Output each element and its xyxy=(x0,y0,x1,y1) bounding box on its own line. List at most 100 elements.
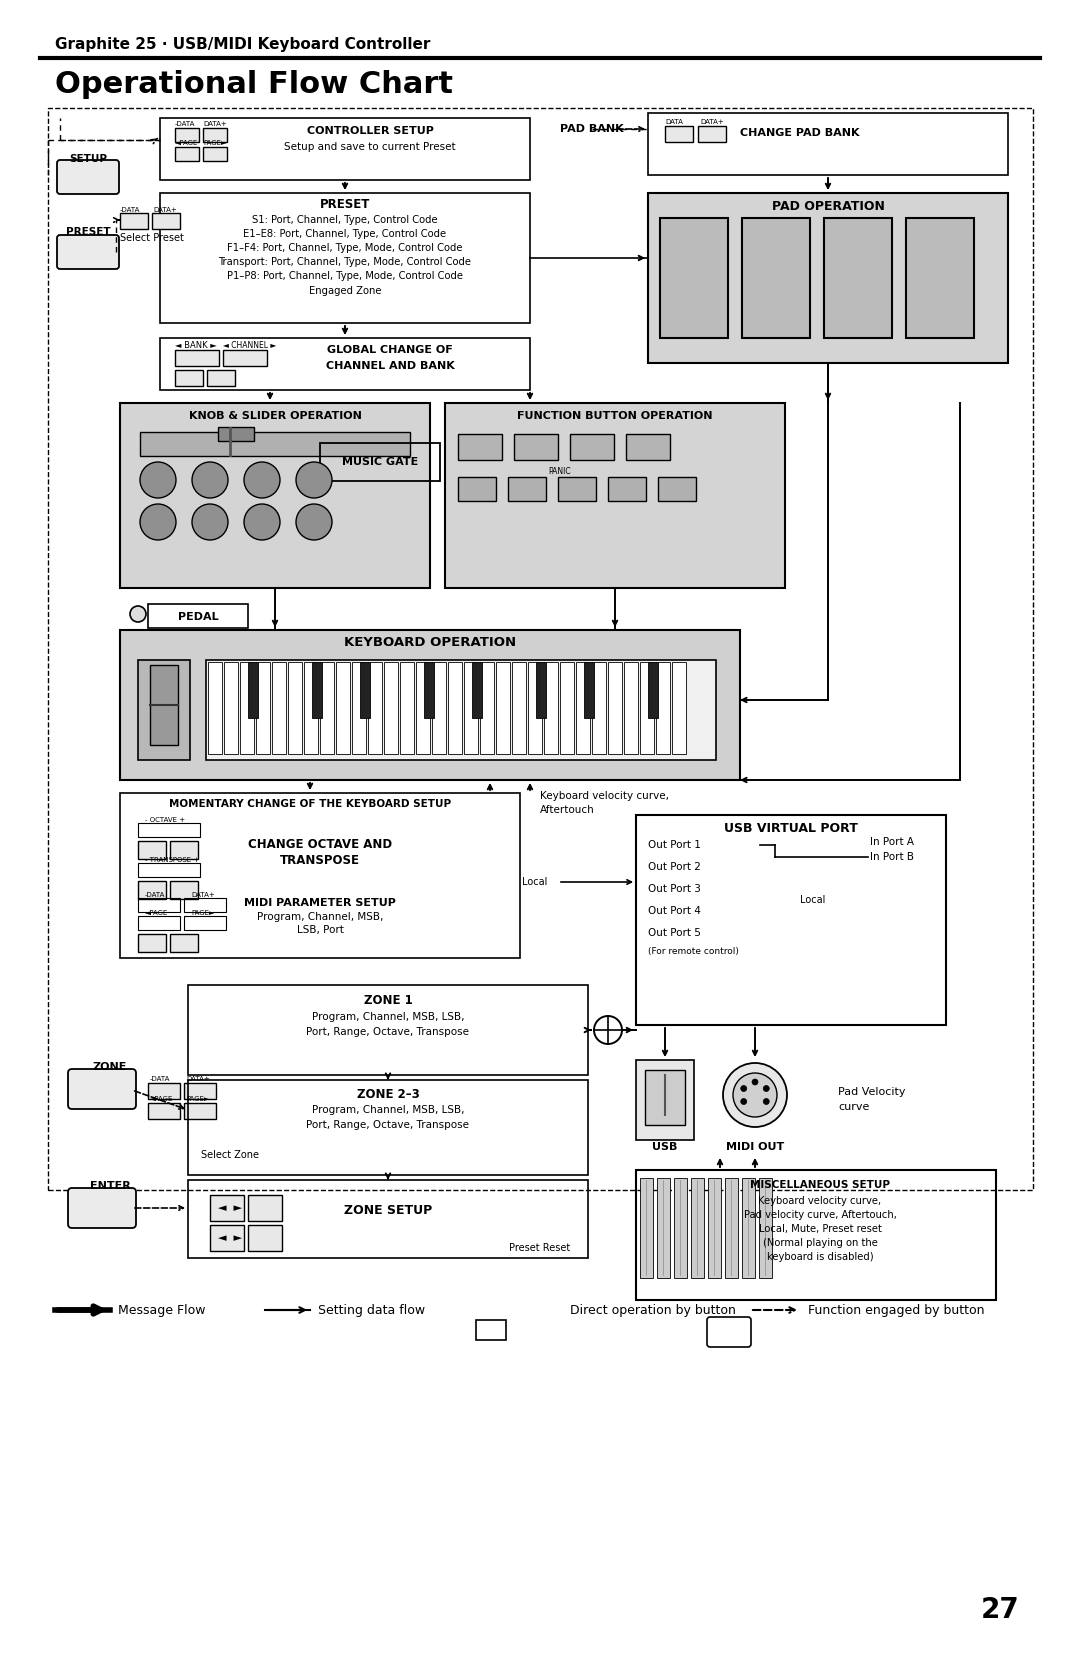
Text: PRESET: PRESET xyxy=(320,197,370,210)
Bar xyxy=(175,129,199,142)
Text: ◄ CHANNEL ►: ◄ CHANNEL ► xyxy=(222,342,276,350)
Bar xyxy=(480,663,494,754)
Text: Pad velocity curve, Aftertouch,: Pad velocity curve, Aftertouch, xyxy=(743,1210,896,1220)
Text: PAGE►: PAGE► xyxy=(191,910,214,916)
Bar xyxy=(288,663,302,754)
Bar xyxy=(320,442,440,481)
Bar xyxy=(476,1320,507,1340)
Text: Out Port 3: Out Port 3 xyxy=(648,885,701,895)
Text: Operational Flow Chart: Operational Flow Chart xyxy=(55,70,453,100)
Bar xyxy=(432,663,446,754)
Bar xyxy=(648,194,1008,362)
Text: Program, Channel, MSB, LSB,: Program, Channel, MSB, LSB, xyxy=(312,1105,464,1115)
FancyBboxPatch shape xyxy=(68,1188,136,1228)
Bar xyxy=(674,1178,687,1278)
Text: ZONE 2–3: ZONE 2–3 xyxy=(356,1088,419,1100)
Bar xyxy=(458,434,502,461)
Bar xyxy=(320,663,334,754)
Bar xyxy=(188,1180,588,1258)
Circle shape xyxy=(192,462,228,497)
Bar xyxy=(138,841,166,860)
Text: P1–P8: Port, Channel, Type, Mode, Control Code: P1–P8: Port, Channel, Type, Mode, Contro… xyxy=(227,270,463,280)
Bar xyxy=(608,663,622,754)
Text: ZONE 1: ZONE 1 xyxy=(364,993,413,1006)
Text: USB: USB xyxy=(652,1142,677,1152)
Circle shape xyxy=(244,504,280,541)
Bar xyxy=(222,350,267,366)
Bar xyxy=(120,793,519,958)
Bar xyxy=(608,477,646,501)
Bar xyxy=(508,477,546,501)
Text: KNOB & SLIDER OPERATION: KNOB & SLIDER OPERATION xyxy=(189,411,362,421)
Bar xyxy=(665,125,693,142)
Bar xyxy=(658,477,696,501)
Bar xyxy=(725,1178,738,1278)
Bar xyxy=(445,402,785,587)
Text: MIDI OUT: MIDI OUT xyxy=(726,1142,784,1152)
Bar xyxy=(138,916,180,930)
Text: keyboard is disabled): keyboard is disabled) xyxy=(767,1252,874,1262)
Text: ◄ BANK ►: ◄ BANK ► xyxy=(175,342,217,350)
Text: ZONE SETUP: ZONE SETUP xyxy=(343,1203,432,1217)
Circle shape xyxy=(733,1073,777,1117)
Text: DATA+: DATA+ xyxy=(700,118,724,125)
Bar xyxy=(170,881,198,900)
Bar xyxy=(691,1178,704,1278)
Text: (Normal playing on the: (Normal playing on the xyxy=(762,1238,877,1248)
Bar xyxy=(160,118,530,180)
Bar xyxy=(138,863,200,876)
Text: curve: curve xyxy=(838,1102,869,1112)
Text: DATA+: DATA+ xyxy=(191,891,215,898)
Text: Out Port 2: Out Port 2 xyxy=(648,861,701,871)
Bar xyxy=(138,898,180,911)
Bar xyxy=(184,1103,216,1118)
Text: Setting data flow: Setting data flow xyxy=(318,1303,426,1317)
Bar xyxy=(656,663,670,754)
Text: LSB, Port: LSB, Port xyxy=(297,925,343,935)
Bar xyxy=(152,214,180,229)
Bar xyxy=(570,434,615,461)
Bar xyxy=(759,1178,772,1278)
Bar xyxy=(906,219,974,339)
Bar xyxy=(160,339,530,391)
Circle shape xyxy=(296,462,332,497)
Bar xyxy=(458,477,496,501)
Text: PRESET: PRESET xyxy=(66,227,110,237)
Bar xyxy=(188,985,588,1075)
Circle shape xyxy=(140,462,176,497)
Text: Setup and save to current Preset: Setup and save to current Preset xyxy=(284,142,456,152)
Bar xyxy=(636,814,946,1025)
Bar xyxy=(648,113,1008,175)
Bar xyxy=(657,1178,670,1278)
Text: Keyboard velocity curve,: Keyboard velocity curve, xyxy=(758,1197,881,1207)
Bar xyxy=(148,1083,180,1098)
Text: USB VIRTUAL PORT: USB VIRTUAL PORT xyxy=(724,821,858,834)
Text: Message Flow: Message Flow xyxy=(118,1303,205,1317)
Text: SETUP: SETUP xyxy=(69,154,107,164)
Bar xyxy=(140,432,410,456)
Circle shape xyxy=(140,504,176,541)
Bar xyxy=(448,663,462,754)
Circle shape xyxy=(752,1078,758,1085)
Bar xyxy=(248,1225,282,1252)
Bar xyxy=(636,1060,694,1140)
Bar xyxy=(536,663,546,718)
Bar xyxy=(210,1195,244,1222)
Bar xyxy=(120,629,740,779)
Text: DATA+: DATA+ xyxy=(186,1077,210,1082)
Bar xyxy=(592,663,606,754)
Circle shape xyxy=(244,462,280,497)
Bar xyxy=(148,604,248,628)
Bar xyxy=(175,147,199,160)
Text: ◄PAGE: ◄PAGE xyxy=(150,1097,174,1102)
Text: ENTER: ENTER xyxy=(90,1182,131,1192)
Text: Local, Mute, Preset reset: Local, Mute, Preset reset xyxy=(758,1223,881,1233)
Bar xyxy=(312,663,322,718)
Bar xyxy=(660,219,728,339)
Bar xyxy=(636,1170,996,1300)
Text: PANIC: PANIC xyxy=(549,467,571,477)
Bar xyxy=(188,1080,588,1175)
Circle shape xyxy=(764,1098,769,1105)
Text: PEDAL: PEDAL xyxy=(178,613,218,623)
Text: PAD BANK: PAD BANK xyxy=(561,124,624,134)
